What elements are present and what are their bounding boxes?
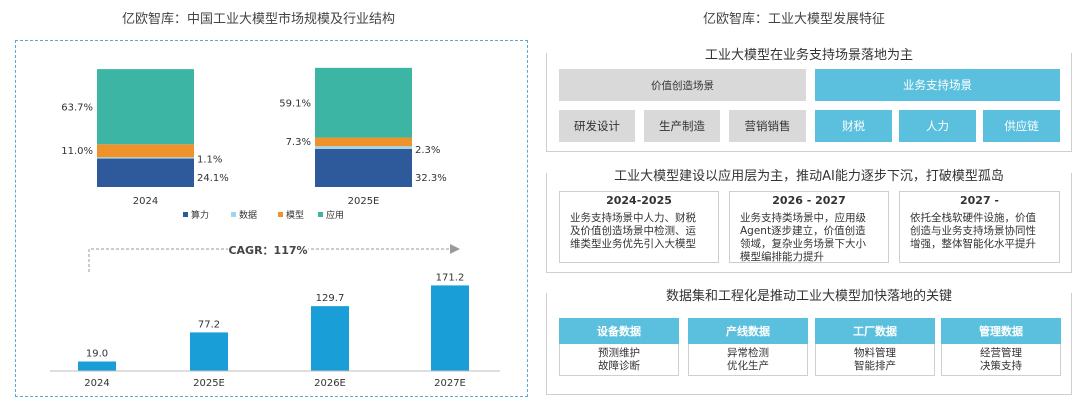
- data-card-label: 管理数据: [941, 318, 1061, 344]
- panel-development-phases: 工业大模型建设以应用层为主，推动AI能力逐步下沉，打破模型孤岛 2024-202…: [546, 165, 1072, 273]
- cagr-arrow-line: [88, 248, 450, 272]
- business-item: 人力: [899, 110, 976, 142]
- value-label: 77.2: [198, 319, 220, 330]
- chart-frame: [15, 40, 528, 397]
- segment-label: 7.3%: [286, 137, 311, 148]
- phase-label: 2026 - 2027: [772, 194, 846, 207]
- panel-business-support: 工业大模型在业务支持场景落地为主 价值创造场景 业务支持场景 研发设计 生产制造…: [546, 44, 1072, 152]
- segment-label: 11.0%: [61, 146, 93, 157]
- category-label: 2024: [133, 196, 158, 207]
- data-card-text: 经营管理 决策支持: [941, 344, 1061, 376]
- stacked-segment-模型: [315, 137, 412, 147]
- segment-label: 32.3%: [415, 173, 447, 184]
- data-card-label: 产线数据: [688, 318, 808, 344]
- data-card-label: 设备数据: [559, 318, 679, 344]
- phase-label: 2024-2025: [606, 194, 672, 207]
- phase-text: 业务支持场景中人力、财税 及价值创造场景中检测、运 维类型业务优先引入大模型: [570, 212, 696, 250]
- value-bar: [431, 285, 469, 371]
- data-card-text: 预测维护 故障诊断: [559, 344, 679, 376]
- phase-card: 2026 - 2027 业务支持类场景中，应用级 Agent逐步建立，价值创造 领域…: [729, 191, 889, 263]
- value-label: 171.2: [436, 272, 465, 283]
- value-bar: [78, 361, 116, 371]
- category-label: 2026E: [314, 378, 346, 389]
- value-item: 生产制造: [644, 110, 720, 142]
- data-card-text: 物料管理 智能排产: [815, 344, 935, 376]
- legend-label: 数据: [239, 209, 257, 221]
- phase-label: 2027 -: [959, 194, 999, 207]
- segment-label: 2.3%: [415, 145, 440, 156]
- phase-text: 依托全栈软硬件设施，价值 创造与业务支持场景协同性 增强，整体智能化水平提升: [910, 212, 1036, 250]
- category-label: 2025E: [193, 378, 225, 389]
- category-label: 2024: [84, 378, 109, 389]
- category-label: 2025E: [348, 196, 380, 207]
- stacked-segment-应用: [97, 69, 194, 145]
- segment-label: 59.1%: [279, 99, 311, 110]
- value-scene-header: 价值创造场景: [559, 69, 806, 101]
- segment-label: 1.1%: [197, 155, 222, 166]
- right-panel-title: 亿欧智库：工业大模型发展特征: [703, 12, 886, 27]
- business-item: 供应链: [983, 110, 1060, 142]
- cagr-label-bg: [228, 241, 308, 257]
- value-bar: [311, 306, 349, 371]
- stacked-segment-模型: [97, 144, 194, 158]
- value-item: 研发设计: [559, 110, 635, 142]
- data-card-label: 工厂数据: [815, 318, 935, 344]
- value-item: 营销销售: [729, 110, 806, 142]
- left-chart-title: 亿欧智库：中国工业大模型市场规模及行业结构: [122, 12, 396, 27]
- legend-label: 应用: [326, 209, 344, 221]
- panel2-title: 工业大模型建设以应用层为主，推动AI能力逐步下沉，打破模型孤岛: [606, 169, 1012, 184]
- legend-label: 模型: [286, 210, 304, 221]
- stacked-segment-应用: [315, 67, 412, 138]
- segment-label: 24.1%: [197, 173, 229, 184]
- data-card-text: 异常检测 优化生产: [688, 344, 808, 376]
- category-label: 2027E: [434, 378, 466, 389]
- segment-label: 63.7%: [61, 103, 93, 114]
- data-card: 产线数据 异常检测 优化生产: [688, 318, 808, 376]
- data-card: 设备数据 预测维护 故障诊断: [559, 318, 679, 376]
- stacked-segment-数据: [97, 157, 194, 159]
- panel1-title: 工业大模型在业务支持场景落地为主: [696, 48, 921, 63]
- stacked-segment-算力: [315, 148, 412, 187]
- legend-label: 算力: [191, 209, 209, 221]
- business-item: 财税: [815, 110, 892, 142]
- data-card: 管理数据 经营管理 决策支持: [941, 318, 1061, 376]
- business-scene-header: 业务支持场景: [815, 69, 1060, 101]
- cagr-label: CAGR：117%: [228, 244, 307, 257]
- legend-swatch: [318, 212, 323, 217]
- panel-key-factors: 数据集和工程化是推动工业大模型加快落地的关键 设备数据 预测维护 故障诊断 产线数…: [546, 285, 1072, 395]
- phase-card: 2024-2025 业务支持场景中人力、财税 及价值创造场景中检测、运 维类型业务优…: [559, 191, 719, 263]
- value-label: 19.0: [86, 349, 108, 360]
- panel3-title: 数据集和工程化是推动工业大模型加快落地的关键: [657, 289, 960, 304]
- stacked-segment-算力: [97, 158, 194, 187]
- charts-svg: 63.7% 11.0% 1.1% 24.1% 2024 59.1% 7.3% 2.3% 32.3…: [50, 67, 500, 389]
- stacked-segment-数据: [315, 146, 412, 149]
- value-bar: [190, 332, 228, 371]
- phase-card: 2027 - 依托全栈软硬件设施，价值 创造与业务支持场景协同性 增强，整体智能化水…: [899, 191, 1060, 263]
- legend-swatch: [231, 212, 236, 217]
- cagr-arrow-head: [450, 244, 460, 254]
- legend-swatch: [183, 212, 188, 217]
- data-card: 工厂数据 物料管理 智能排产: [815, 318, 935, 376]
- value-label: 129.7: [316, 293, 345, 304]
- legend-swatch: [278, 212, 283, 217]
- phase-text: 业务支持类场景中，应用级 Agent逐步建立，价值创造 领域，复杂业务场景下大小 模型…: [740, 212, 866, 263]
